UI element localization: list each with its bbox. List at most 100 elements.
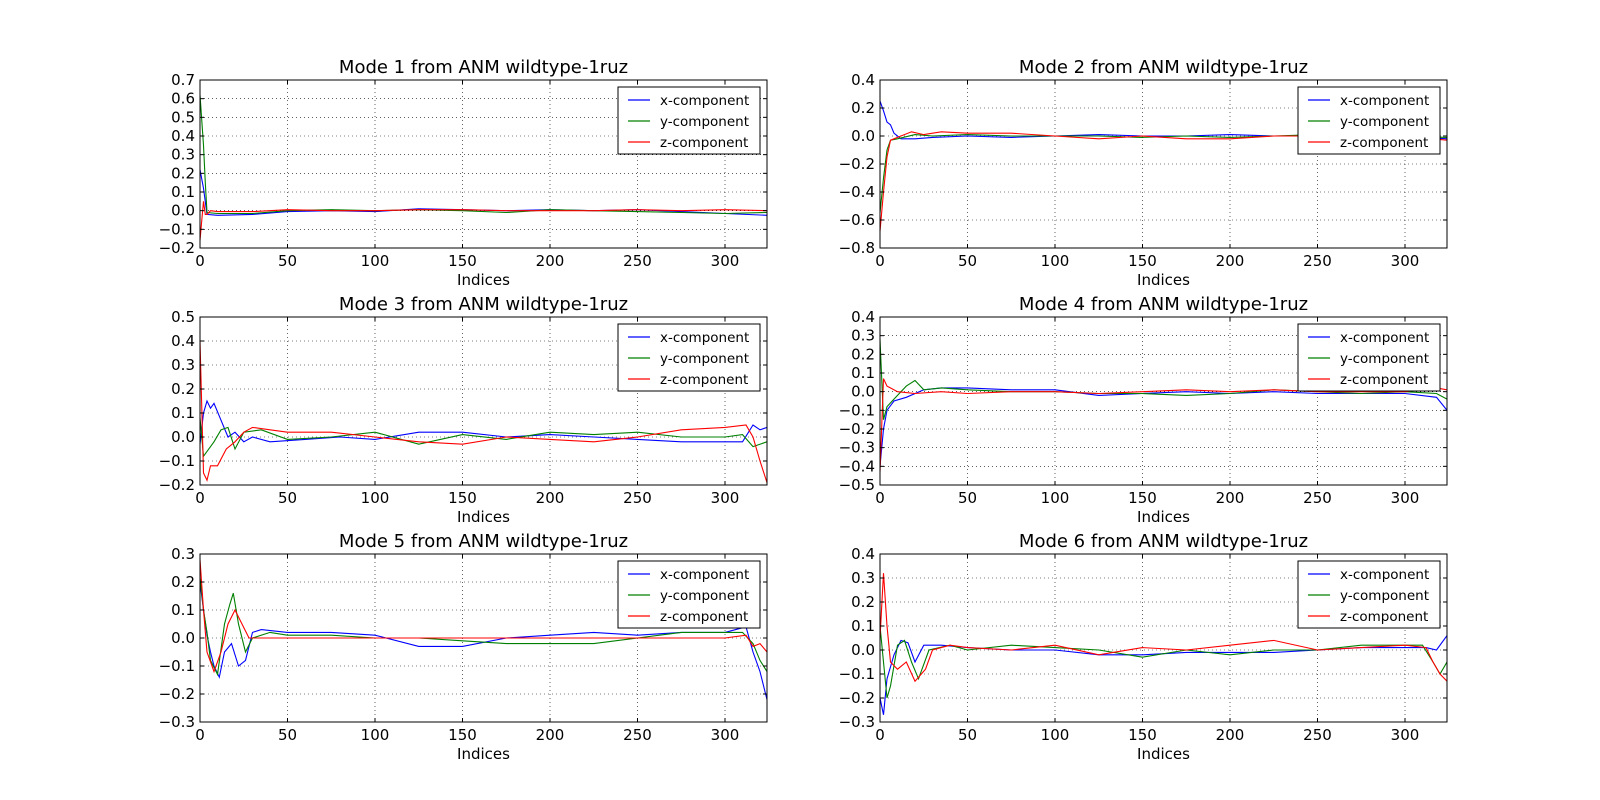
y-tick-label: −0.2 (159, 685, 195, 703)
y-tick-label: −0.3 (839, 439, 875, 457)
series-line-z-component (200, 201, 767, 241)
x-axis-label: Indices (1137, 508, 1190, 526)
legend-label: z-component (1340, 135, 1428, 151)
y-tick-label: 0.1 (851, 364, 875, 382)
legend-label: z-component (1340, 609, 1428, 625)
x-tick-label: 0 (195, 726, 205, 744)
y-tick-label: 0.4 (171, 332, 195, 350)
x-tick-label: 200 (536, 489, 565, 507)
legend-label: y-component (660, 351, 749, 367)
y-tick-label: 0.0 (171, 202, 195, 220)
series-line-z-component (200, 340, 767, 483)
y-tick-label: 0.2 (171, 573, 195, 591)
chart-panel-5: 0 50 100 150 200 250 300 −0.3 −0.2 −0.1 0.0 0.1 0.2 0… (159, 531, 768, 763)
x-tick-label: 100 (1041, 489, 1070, 507)
x-tick-label: 250 (623, 489, 652, 507)
x-tick-label: 150 (1128, 726, 1157, 744)
legend: x-component y-component z-component (617, 560, 761, 629)
y-tick-label: 0.5 (171, 108, 195, 126)
x-tick-label: 300 (711, 726, 740, 744)
y-tick-label: −0.1 (839, 401, 875, 419)
chart-panel-2: 0 50 100 150 200 250 300 −0.8 −0.6 −0.4 −0.2 0.0 0.2… (839, 57, 1448, 289)
y-tick-label: 0.1 (851, 617, 875, 635)
x-tick-label: 300 (711, 489, 740, 507)
legend-label: x-component (1340, 93, 1429, 109)
series-line-y-component (200, 576, 767, 677)
x-tick-label: 50 (278, 726, 297, 744)
y-tick-label: −0.2 (159, 476, 195, 494)
chart-title: Mode 4 from ANM wildtype-1ruz (1019, 294, 1308, 315)
x-tick-label: 100 (361, 726, 390, 744)
x-tick-label: 0 (875, 252, 885, 270)
y-tick-label: 0.2 (851, 345, 875, 363)
y-tick-label: −0.1 (159, 452, 195, 470)
y-tick-label: 0.2 (851, 99, 875, 117)
y-tick-label: −0.2 (839, 420, 875, 438)
y-tick-label: 0.1 (171, 404, 195, 422)
plot-frame (879, 553, 1448, 723)
series-line-x-component (200, 399, 767, 445)
y-tick-label: 0.2 (851, 593, 875, 611)
y-tick-label: −0.3 (839, 713, 875, 731)
x-tick-label: 0 (875, 489, 885, 507)
series-line-x-component (880, 635, 1447, 715)
x-tick-label: 150 (448, 252, 477, 270)
x-tick-label: 0 (195, 489, 205, 507)
y-tick-label: 0.0 (851, 127, 875, 145)
x-axis-label: Indices (457, 271, 510, 289)
series-line-y-component (880, 625, 1447, 699)
legend-label: x-component (1340, 330, 1429, 346)
legend-label: z-component (660, 135, 748, 151)
legend-label: y-component (660, 588, 749, 604)
chart-title: Mode 6 from ANM wildtype-1ruz (1019, 531, 1308, 552)
x-tick-label: 50 (278, 252, 297, 270)
x-axis-label: Indices (457, 745, 510, 763)
y-tick-label: 0.3 (171, 545, 195, 563)
y-tick-label: −0.2 (839, 689, 875, 707)
plot-frame (199, 316, 768, 486)
y-tick-label: 0.6 (171, 90, 195, 108)
x-tick-label: 50 (958, 726, 977, 744)
x-tick-label: 200 (1216, 489, 1245, 507)
y-tick-label: −0.4 (839, 457, 875, 475)
x-axis-label: Indices (1137, 745, 1190, 763)
y-tick-label: 0.1 (171, 601, 195, 619)
x-tick-label: 300 (711, 252, 740, 270)
x-axis-label: Indices (1137, 271, 1190, 289)
x-tick-label: 250 (1303, 489, 1332, 507)
y-tick-label: 0.3 (171, 356, 195, 374)
series-line-x-component (200, 169, 767, 216)
y-tick-label: 0.0 (171, 629, 195, 647)
legend-label: z-component (660, 609, 748, 625)
chart-panel-1: 0 50 100 150 200 250 300−0.2−0.10.00.10.20.30.… (159, 57, 768, 289)
series-line-z-component (200, 559, 767, 674)
y-tick-label: −0.8 (839, 239, 875, 257)
chart-title: Mode 1 from ANM wildtype-1ruz (339, 57, 628, 78)
y-tick-label: −0.2 (839, 155, 875, 173)
x-tick-label: 0 (195, 252, 205, 270)
legend-label: z-component (660, 372, 748, 388)
x-axis-label: Indices (457, 508, 510, 526)
x-tick-label: 300 (1391, 252, 1420, 270)
y-tick-label: −0.4 (839, 183, 875, 201)
y-tick-label: 0.0 (171, 428, 195, 446)
x-tick-label: 200 (536, 726, 565, 744)
x-tick-label: 50 (958, 252, 977, 270)
series-line-z-component (880, 378, 1447, 472)
y-tick-label: −0.3 (159, 713, 195, 731)
y-tick-label: 0.0 (851, 641, 875, 659)
plot-frame (199, 79, 768, 249)
series-line-x-component (880, 387, 1447, 467)
x-tick-label: 150 (1128, 252, 1157, 270)
y-tick-label: 0.3 (851, 327, 875, 345)
legend-label: z-component (1340, 372, 1428, 388)
y-tick-label: 0.2 (171, 380, 195, 398)
x-tick-label: 200 (1216, 252, 1245, 270)
legend-label: x-component (660, 567, 749, 583)
y-tick-label: 0.4 (851, 545, 875, 563)
legend-label: x-component (660, 330, 749, 346)
x-tick-label: 150 (1128, 489, 1157, 507)
x-tick-label: 100 (1041, 252, 1070, 270)
legend-label: y-component (1340, 351, 1429, 367)
